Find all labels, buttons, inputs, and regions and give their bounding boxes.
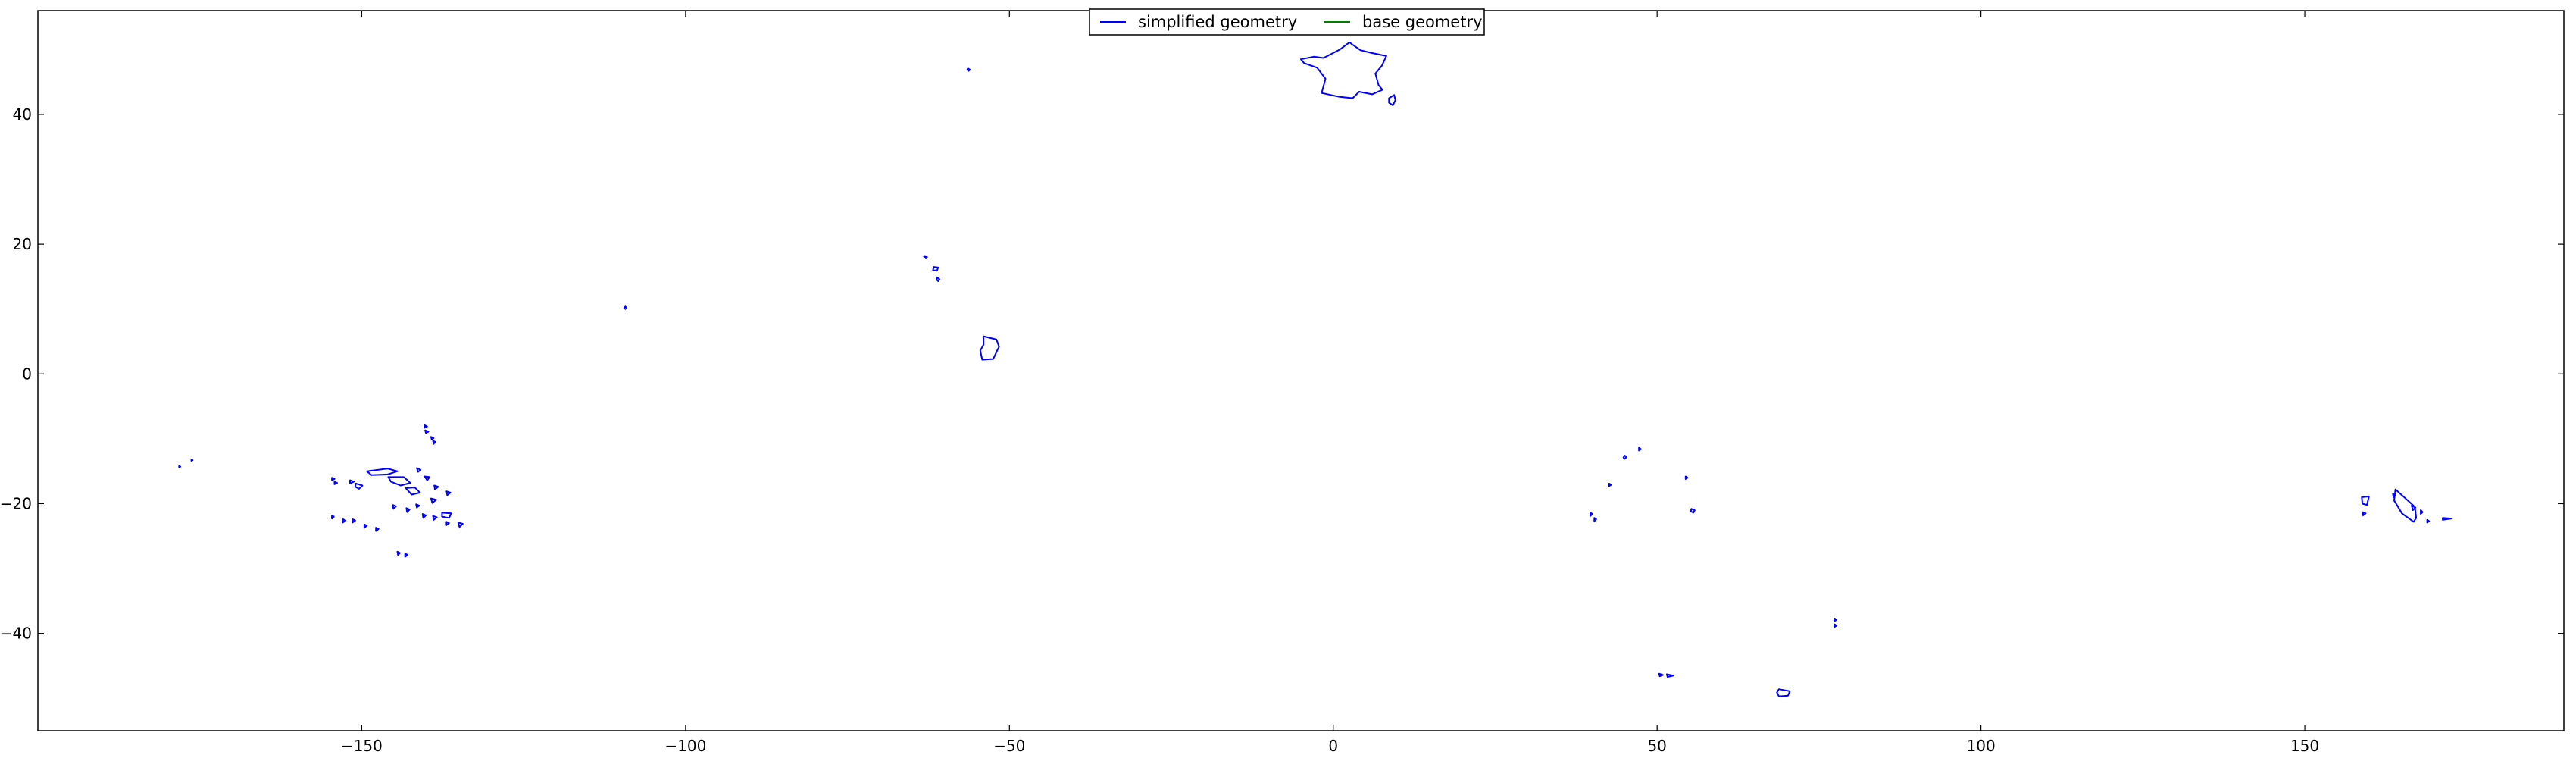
x-tick-label: 0 xyxy=(1328,737,1338,755)
shape-crozet-1 xyxy=(1658,672,1664,678)
shape-chesterfield xyxy=(2361,496,2370,506)
series-0 xyxy=(178,41,2453,697)
shape-crozet-2 xyxy=(1666,673,1674,678)
shape-loyalty-2 xyxy=(2420,509,2424,515)
shape-society-2 xyxy=(333,481,338,485)
shape-tuamotu-8 xyxy=(430,497,437,504)
y-tick-label: 20 xyxy=(13,235,32,253)
shape-tuamotu-14 xyxy=(392,504,397,510)
y-axis-ticks: −40 −20 0 20 40 xyxy=(0,105,2564,643)
shape-tromelin xyxy=(1684,475,1689,480)
shape-tuamotu-12 xyxy=(421,513,427,519)
shape-tuamotu-5 xyxy=(416,467,422,473)
shape-futuna xyxy=(190,459,194,462)
x-tick-label: −50 xyxy=(993,737,1025,755)
shape-austral-1 xyxy=(331,514,335,520)
shape-mayotte xyxy=(1622,455,1627,460)
shape-wallis xyxy=(178,465,182,468)
shape-marquesas-1 xyxy=(424,424,428,429)
shape-tuamotu-6 xyxy=(433,484,439,490)
shape-clipperton xyxy=(623,305,628,310)
shape-austral-4 xyxy=(363,523,368,529)
shape-austral-5 xyxy=(375,527,380,532)
shape-gambier xyxy=(457,522,464,528)
y-tick-label: 40 xyxy=(13,105,32,124)
x-tick-label: −100 xyxy=(664,737,706,755)
legend-label-1: base geometry xyxy=(1362,13,1483,31)
shape-tuamotu-9 xyxy=(415,503,420,509)
shape-europa xyxy=(1593,517,1597,522)
shape-society-1 xyxy=(331,477,336,481)
shape-bassas-da-india xyxy=(1590,512,1593,517)
shape-martinique xyxy=(936,276,940,282)
shape-austral-2 xyxy=(342,518,347,524)
shape-saint-paul xyxy=(1834,623,1837,628)
shape-tuamotu-3 xyxy=(405,487,421,496)
shape-tuamotu-7 xyxy=(445,490,452,496)
shape-society-3 xyxy=(349,479,355,484)
shape-tuamotu-13 xyxy=(445,521,450,526)
shape-tuamotu-10 xyxy=(441,512,452,519)
x-tick-label: 50 xyxy=(1647,737,1666,755)
legend-label-0: simplified geometry xyxy=(1138,13,1297,31)
shape-corsica xyxy=(1388,94,1396,106)
shape-marquesas-3 xyxy=(430,436,435,440)
legend: simplified geometry base geometry xyxy=(1089,8,1485,36)
y-tick-label: −40 xyxy=(0,625,32,643)
shape-walpole xyxy=(2426,518,2431,524)
shape-guadeloupe xyxy=(932,266,939,272)
shape-chesterfield-2 xyxy=(2362,511,2367,516)
shape-marquesas-4 xyxy=(432,440,436,445)
shape-french-guiana xyxy=(979,335,1000,361)
plot-area xyxy=(178,41,2453,697)
x-tick-label: −150 xyxy=(341,737,383,755)
shape-matthew xyxy=(2442,517,2453,521)
shape-glorieuses xyxy=(1638,446,1642,452)
shape-loyalty-1 xyxy=(2411,505,2417,511)
y-tick-label: 0 xyxy=(22,365,32,383)
shape-juan-de-nova xyxy=(1608,482,1612,487)
shape-tuamotu-2 xyxy=(387,476,411,487)
legend-box xyxy=(1089,8,1485,36)
shape-tuamotu-4 xyxy=(424,475,431,481)
shape-amsterdam xyxy=(1834,617,1837,622)
shape-rapa-2 xyxy=(404,553,409,558)
shape-society-4 xyxy=(354,482,364,490)
shape-tuamotu-1 xyxy=(366,468,399,476)
shape-saint-pierre xyxy=(966,67,971,72)
shape-marquesas-2 xyxy=(424,429,430,434)
shape-reunion xyxy=(1690,508,1696,514)
shape-austral-3 xyxy=(352,518,356,524)
shape-saint-martin xyxy=(923,255,928,259)
x-tick-label: 100 xyxy=(1967,737,1996,755)
shape-rapa-1 xyxy=(396,550,401,556)
shape-france xyxy=(1300,41,1387,99)
y-tick-label: −20 xyxy=(0,494,32,512)
shape-kerguelen xyxy=(1776,688,1791,697)
shape-tuamotu-15 xyxy=(405,507,411,513)
x-axis-ticks: −150 −100 −50 0 50 100 150 xyxy=(341,11,2319,755)
shape-tuamotu-11 xyxy=(432,515,438,521)
shape-belep xyxy=(2392,493,2396,498)
x-tick-label: 150 xyxy=(2290,737,2319,755)
